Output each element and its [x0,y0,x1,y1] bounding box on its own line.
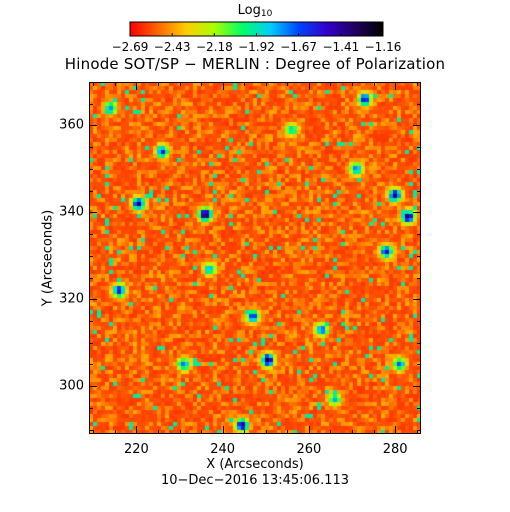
colorbar-title: Log10 [237,3,273,19]
colorbar-tickmarks [129,33,384,36]
colorbar-tick-label: −1.67 [280,40,318,54]
y-tick-label: 340 [59,204,84,220]
y-axis-label: Y (Arcseconds) [40,209,56,307]
colorbar-tick-label: −2.69 [111,40,149,54]
colorbar-tick-label: −2.18 [195,40,233,54]
colorbar [129,21,384,37]
chart-title: Hinode SOT/SP − MERLIN : Degree of Polar… [64,55,446,73]
colorbar-tick-label: −1.41 [322,40,360,54]
x-axis-label: X (Arcseconds) [206,457,304,472]
x-tick-label: 280 [382,442,408,457]
heatmap-image [89,82,421,434]
timestamp: 10−Dec−2016 13:45:06.113 [160,473,350,488]
colorbar-tick-labels: −2.69 −2.43 −2.18 −1.92 −1.67 −1.41 −1.16 [0,41,510,55]
y-tick-label: 320 [59,291,84,307]
y-tick-label: 300 [59,378,84,394]
x-tick-label: 220 [124,442,149,457]
colorbar-tick-label: −1.92 [238,40,275,54]
x-tick-label: 260 [296,442,322,457]
y-tick-label: 360 [59,117,84,133]
colorbar-tick-label: −2.43 [153,40,191,54]
colorbar-tick-label: −1.16 [364,40,402,54]
x-tick-label: 240 [210,442,236,457]
